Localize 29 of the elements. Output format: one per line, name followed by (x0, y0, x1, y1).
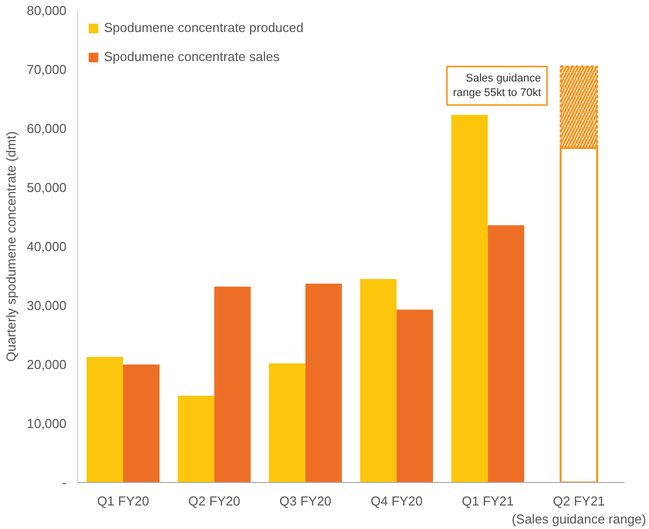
y-tick-label: 30,000 (26, 298, 67, 313)
y-tick-label: 50,000 (26, 180, 67, 195)
y-axis-title: Quarterly spodumene concentrate (dmt) (4, 131, 19, 362)
y-tick-label: 20,000 (26, 357, 67, 372)
bar (178, 396, 214, 482)
bar (214, 286, 251, 482)
y-tick-label: - (62, 475, 67, 490)
bar (451, 114, 488, 482)
legend-label: Spodumene concentrate sales (104, 49, 280, 64)
bar (396, 310, 434, 482)
x-tick-label: Q2 FY21 (Sales guidance range) (512, 494, 646, 526)
bar (268, 363, 306, 482)
annotation: Sales guidance range 55kt to 70kt (452, 72, 542, 99)
legend-label: Spodumene concentrate produced (104, 20, 304, 35)
x-tick-label: Q3 FY20 (279, 494, 332, 508)
bar (360, 278, 397, 482)
bar (488, 225, 524, 482)
y-tick-label: 10,000 (26, 416, 67, 431)
y-tick-label: 80,000 (26, 3, 67, 18)
bar (305, 284, 342, 482)
x-tick-label: Q4 FY20 (370, 494, 423, 508)
x-tick-label: Q1 FY21 (462, 494, 514, 508)
x-tick-label: Q2 FY20 (188, 494, 240, 508)
y-tick-label: 60,000 (26, 121, 67, 136)
bar (123, 364, 160, 482)
y-tick-label: 70,000 (26, 62, 67, 77)
bar (86, 356, 124, 482)
x-tick-label: Q1 FY20 (97, 494, 150, 508)
y-tick-label: 40,000 (26, 239, 67, 254)
